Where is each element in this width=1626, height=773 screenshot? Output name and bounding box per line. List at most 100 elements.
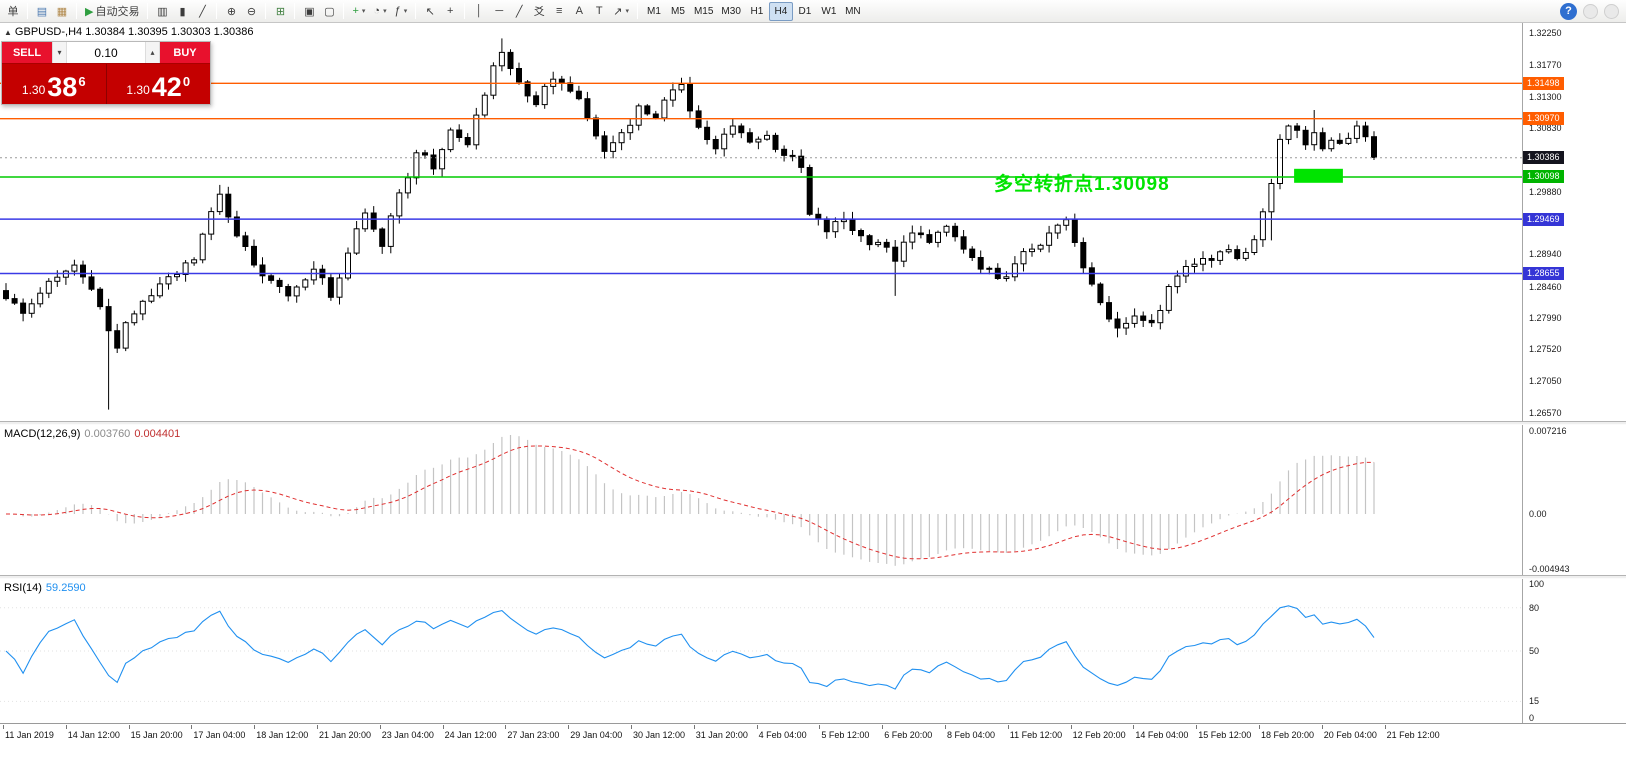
price-divider (105, 64, 107, 104)
zoom-in-icon[interactable]: ⊕ (221, 2, 241, 21)
lot-size-input[interactable]: 0.10 (67, 42, 145, 63)
fibonacci-icon[interactable]: 爻 (529, 2, 549, 21)
time-tick (693, 725, 695, 729)
rsi-line (5, 605, 1375, 690)
vertical-line-icon[interactable]: │ (469, 2, 489, 21)
period-button-glyph: ◔ (373, 5, 381, 17)
macd-panel[interactable]: 0.007216 0.00 -0.004943 MACD(12,26,9) 0.003… (0, 425, 1626, 575)
navigator-icon[interactable]: ▦ (52, 2, 72, 21)
time-label: 21 Feb 12:00 (1386, 730, 1440, 740)
toolbar-right-group: ? (1560, 2, 1623, 20)
time-tick (1133, 725, 1135, 729)
time-tick (1259, 725, 1260, 729)
time-tick (756, 725, 758, 729)
highlight-box[interactable] (1294, 168, 1343, 183)
trendline-icon[interactable]: ╱ (509, 2, 529, 21)
price-axis[interactable]: 1.322501.317701.313001.308301.303601.298… (1522, 23, 1626, 421)
sell-button[interactable]: SELL (2, 42, 52, 63)
new-chart-button[interactable]: + ▾ (348, 2, 369, 21)
macd-header: MACD(12,26,9) 0.003760 0.004401 (4, 428, 180, 440)
cursor-icon[interactable]: ↖ (420, 2, 440, 21)
buy-price-button[interactable]: 1.30 42 0 (107, 64, 211, 104)
toolbar-separator (27, 3, 28, 19)
panel-separator[interactable] (0, 575, 1626, 579)
chart-annotation-text[interactable]: 多空转折点1.30098 (994, 174, 1170, 195)
tf-M5[interactable]: M5 (671, 5, 685, 17)
time-label: 20 Feb 04:00 (1323, 730, 1377, 740)
one-click-trading-widget: SELL ▾ 0.10 ▴ BUY 1.30 38 6 1.30 42 0 (1, 41, 211, 105)
time-label: 11 Feb 12:00 (1009, 730, 1063, 740)
overlay-icon-1 (1583, 3, 1598, 19)
vertical-line-icon-glyph: │ (475, 5, 483, 17)
time-tick (631, 725, 632, 729)
sell-price-big: 38 (47, 72, 78, 102)
time-label: 31 Jan 20:00 (695, 730, 748, 740)
tf-MN[interactable]: MN (845, 5, 861, 17)
tile-windows-icon[interactable]: ⊞ (270, 2, 290, 21)
tf-D1[interactable]: D1 (798, 5, 812, 17)
rsi-chart[interactable] (0, 579, 1522, 723)
buy-button[interactable]: BUY (160, 42, 210, 63)
price-axis-label: 1.27990 (1529, 312, 1562, 323)
time-label: 24 Jan 12:00 (444, 730, 497, 740)
tf-M1[interactable]: M1 (647, 5, 661, 17)
toolbar-separator (216, 3, 218, 19)
arrows-icon[interactable]: ↗ ▾ (609, 2, 633, 21)
cascade-windows-icon[interactable]: ▣ (299, 2, 319, 21)
horizontal-line-icon[interactable]: ─ (489, 2, 509, 21)
new-chart-button-glyph: + (352, 5, 359, 17)
autotrading-button-glyph: ▶ (85, 5, 94, 18)
period-button[interactable]: ◔ ▾ (369, 2, 390, 21)
tf-W1[interactable]: W1 (821, 5, 837, 17)
tf-H4[interactable]: H4 (768, 1, 793, 21)
time-tick (442, 725, 444, 729)
bar-chart-icon[interactable]: ▥ (152, 2, 172, 21)
time-tick (128, 725, 130, 729)
macd-axis: 0.007216 0.00 -0.004943 (1522, 425, 1626, 575)
toolbar-separator (415, 3, 417, 19)
zoom-out-icon[interactable]: ⊖ (241, 2, 261, 21)
macd-main-value: 0.003760 (84, 428, 131, 440)
price-tag-1.31498: 1.31498 (1523, 76, 1564, 90)
macd-chart[interactable] (0, 425, 1522, 575)
indicators-button[interactable]: ƒ ▾ (391, 2, 412, 21)
time-label: 18 Jan 12:00 (256, 730, 309, 740)
sell-dropdown-icon[interactable]: ▾ (52, 42, 67, 63)
candlestick-chart-icon[interactable]: ▮ (172, 2, 192, 21)
tf-H1[interactable]: H1 (750, 5, 764, 17)
arrange-windows-icon[interactable]: ▢ (319, 2, 339, 21)
time-tick (945, 725, 946, 729)
time-axis[interactable]: 11 Jan 2019 14 Jan 12:00 15 Jan 20:00 17 Ja… (0, 725, 1626, 747)
crosshair-icon[interactable]: + (440, 2, 460, 21)
time-label: 23 Jan 04:00 (381, 730, 434, 740)
new-order-button[interactable]: 单 (7, 6, 19, 18)
symbol-ohlc-text: GBPUSD-,H4 1.30384 1.30395 1.30303 1.303… (14, 26, 254, 38)
toolbar: 单 ▤ ▦ ▶ 自动交易 ▥ ▮ ╱ ⊕ ⊖ ⊞ ▣ ▢ + ▾ ◔ ▾ ƒ ▾ ↖ + │ ─ ╱ 爻 ≡ A T ↗ ▾ M1 M5 M15… (0, 0, 1626, 23)
tf-M30[interactable]: M30 (721, 5, 741, 17)
autotrading-button[interactable]: ▶ 自动交易 (85, 5, 140, 19)
market-watch-icon[interactable]: ▤ (32, 2, 52, 21)
sell-price-button[interactable]: 1.30 38 6 (2, 64, 106, 104)
time-label: 11 Jan 2019 (5, 730, 54, 740)
time-label: 17 Jan 04:00 (193, 730, 246, 740)
text-icon-glyph: A (575, 5, 583, 17)
lot-spinner-up-icon[interactable]: ▴ (145, 42, 160, 63)
tf-M15[interactable]: M15 (693, 5, 714, 17)
main-chart-panel[interactable]: 1.322501.317701.313001.308301.303601.298… (0, 23, 1626, 421)
panel-separator[interactable] (0, 421, 1626, 425)
collapse-arrow-icon[interactable]: ▲ (4, 28, 12, 37)
candlestick-chart[interactable] (0, 23, 1522, 421)
text-icon[interactable]: A (569, 2, 589, 21)
time-tick (1321, 725, 1323, 729)
line-chart-icon[interactable]: ╱ (192, 2, 212, 21)
price-axis-label: 1.31770 (1529, 60, 1562, 71)
rsi-panel[interactable]: 100 80 50 15 0 RSI(14) 59.2590 (0, 579, 1626, 723)
dropdown-arrow-icon: ▾ (383, 8, 387, 15)
label-icon[interactable]: T (589, 2, 609, 21)
candlestick-chart-icon-glyph: ▮ (179, 5, 186, 18)
lot-size-value: 0.10 (94, 45, 118, 60)
rsi-axis-label: 50 (1529, 646, 1540, 656)
rsi-axis-label: 0 (1529, 713, 1535, 723)
shapes-icon[interactable]: ≡ (549, 2, 569, 21)
help-icon[interactable]: ? (1560, 2, 1577, 20)
